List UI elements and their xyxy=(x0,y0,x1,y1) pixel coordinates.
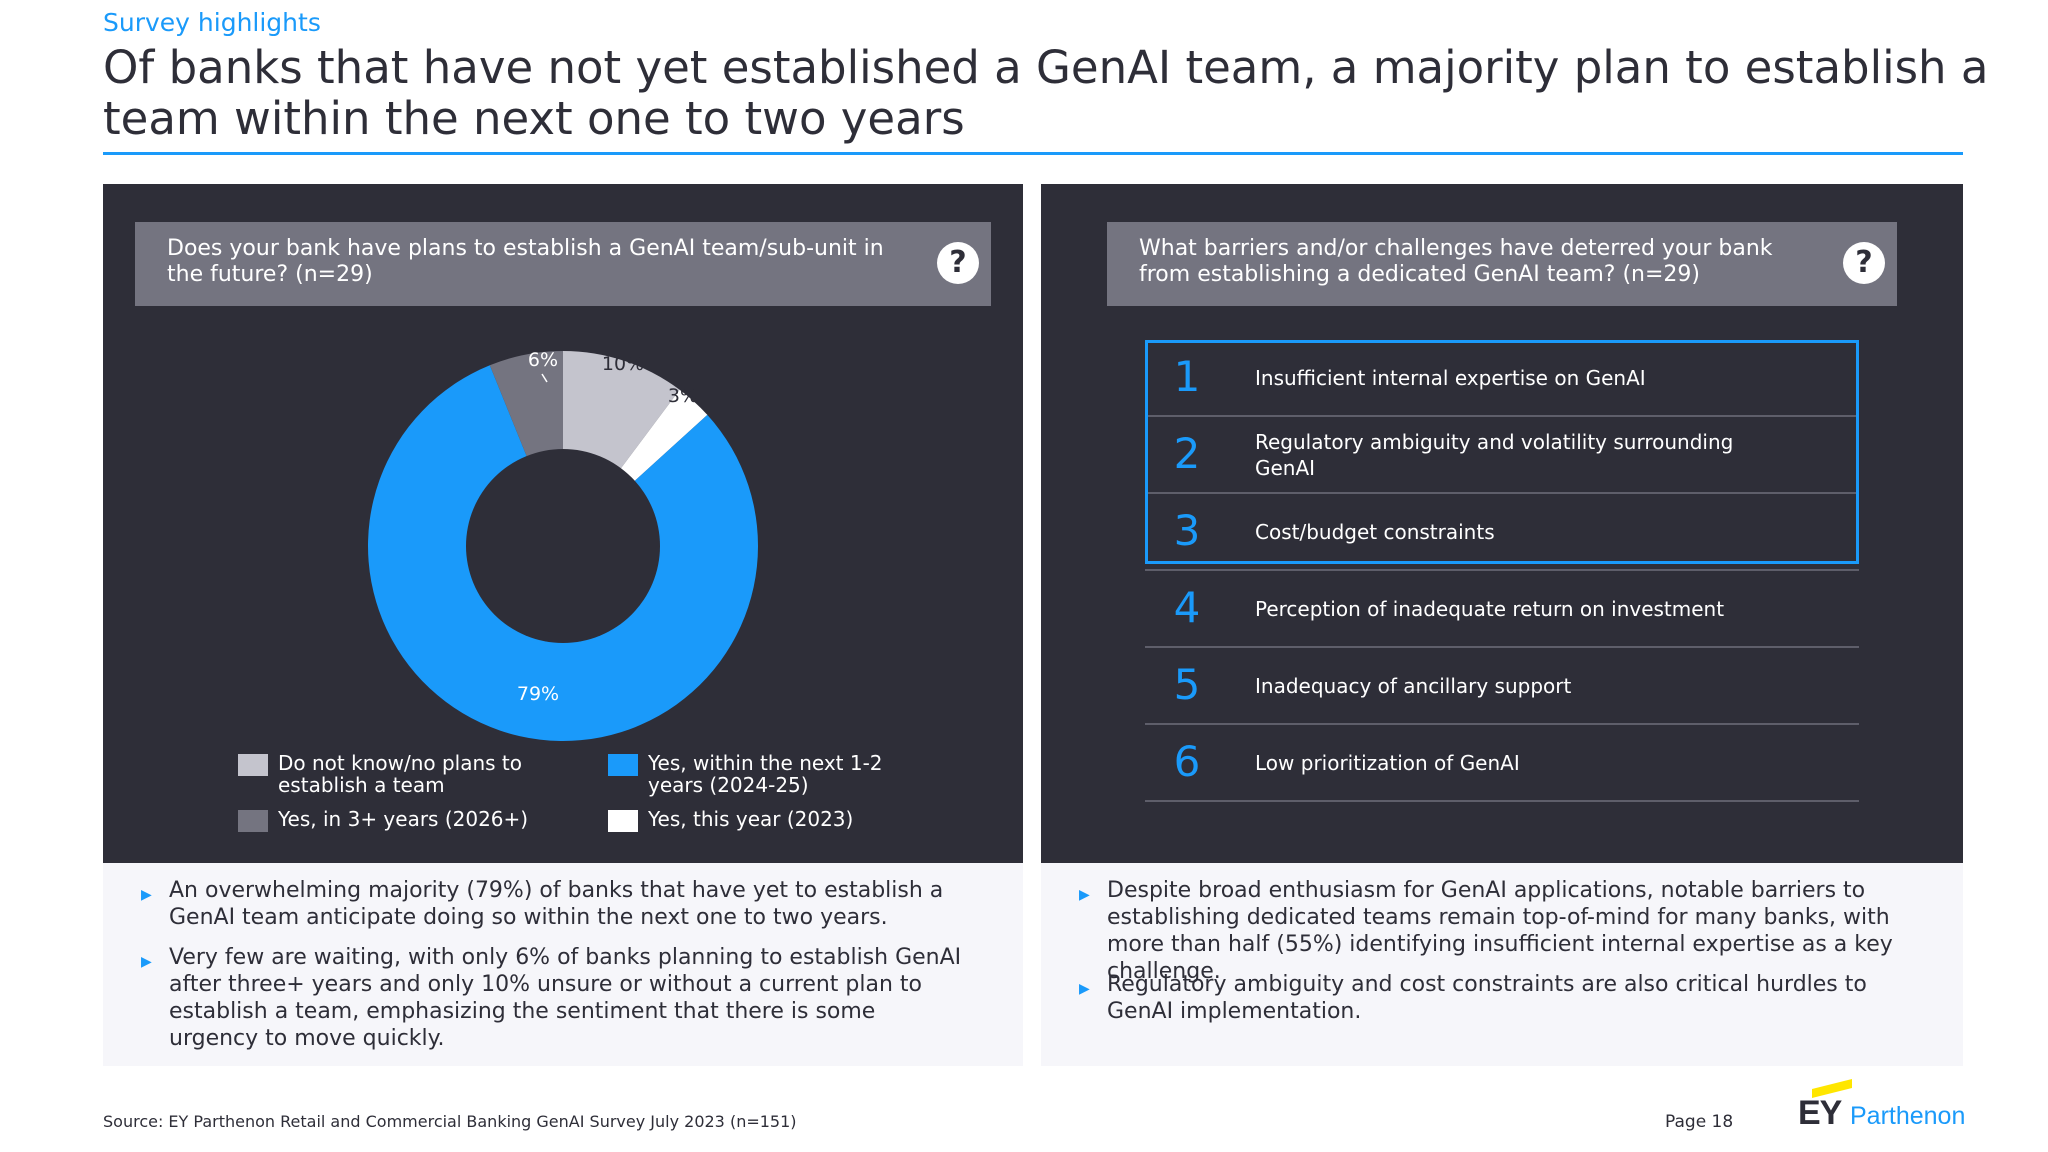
donut-data-label: 6% xyxy=(528,349,558,371)
help-icon[interactable]: ? xyxy=(937,242,979,284)
legend-label: Do not know/no plans to establish a team xyxy=(278,751,523,797)
kicker: Survey highlights xyxy=(103,8,321,37)
barrier-text: Regulatory ambiguity and volatility surr… xyxy=(1255,429,1734,480)
title-rule xyxy=(103,152,1963,155)
barrier-rank: 2 xyxy=(1173,429,1201,478)
legend-swatch xyxy=(238,754,268,776)
donut-leader-line xyxy=(541,373,548,383)
barrier-row: 6 Low prioritization of GenAI xyxy=(1145,725,1859,802)
help-icon[interactable]: ? xyxy=(1843,242,1885,284)
bullet-arrow-icon: ▶ xyxy=(1079,887,1090,903)
source-note: Source: EY Parthenon Retail and Commerci… xyxy=(103,1112,797,1131)
barrier-rank: 3 xyxy=(1173,506,1201,555)
left-question-text: Does your bank have plans to establish a… xyxy=(167,236,884,287)
barrier-row: 5 Inadequacy of ancillary support xyxy=(1145,648,1859,725)
bullet: ▶ An overwhelming majority (79%) of bank… xyxy=(141,877,969,931)
page-title: Of banks that have not yet established a… xyxy=(103,41,1989,145)
barrier-row: 1 Insufficient internal expertise on Gen… xyxy=(1145,340,1859,417)
barrier-text: Inadequacy of ancillary support xyxy=(1255,673,1572,698)
barrier-rank: 4 xyxy=(1173,583,1201,632)
left-panel: Does your bank have plans to establish a… xyxy=(103,184,1023,863)
legend-swatch xyxy=(608,754,638,776)
barrier-text: Perception of inadequate return on inves… xyxy=(1255,596,1725,621)
donut-data-label: 79% xyxy=(517,683,559,705)
donut-hole xyxy=(466,449,660,643)
donut-labels: 10% 3% 79% 6% xyxy=(517,349,698,705)
barrier-text: Low prioritization of GenAI xyxy=(1255,750,1520,775)
bullet: ▶ Despite broad enthusiasm for GenAI app… xyxy=(1079,877,1927,985)
barrier-rank: 6 xyxy=(1173,737,1201,786)
ey-parthenon-logo: EY Parthenon xyxy=(1798,1076,1968,1132)
right-notes: ▶ Despite broad enthusiasm for GenAI app… xyxy=(1041,863,1963,1066)
legend-label: Yes, this year (2023) xyxy=(648,807,854,831)
page-number: Page 18 xyxy=(1665,1112,1734,1132)
bullet-arrow-icon: ▶ xyxy=(141,954,152,970)
bullet-text: Despite broad enthusiasm for GenAI appli… xyxy=(1107,878,1893,984)
left-question-box: Does your bank have plans to establish a… xyxy=(135,222,991,306)
right-question-text: What barriers and/or challenges have det… xyxy=(1139,236,1773,287)
legend-swatch xyxy=(608,810,638,832)
logo-ey: EY xyxy=(1798,1094,1842,1132)
bullet-arrow-icon: ▶ xyxy=(1079,981,1090,997)
bullet: ▶ Regulatory ambiguity and cost constrai… xyxy=(1079,971,1927,1025)
bullet-text: Regulatory ambiguity and cost constraint… xyxy=(1107,972,1867,1024)
legend-label: Yes, within the next 1-2 years (2024-25) xyxy=(648,751,883,797)
bullet: ▶ Very few are waiting, with only 6% of … xyxy=(141,944,969,1052)
barrier-text: Cost/budget constraints xyxy=(1255,519,1495,544)
bullet-text: An overwhelming majority (79%) of banks … xyxy=(169,878,944,930)
donut-data-label: 10% xyxy=(602,353,644,375)
bullet-arrow-icon: ▶ xyxy=(141,887,152,903)
right-question-box: What barriers and/or challenges have det… xyxy=(1107,222,1897,306)
bullet-text: Very few are waiting, with only 6% of ba… xyxy=(169,945,962,1051)
right-panel: What barriers and/or challenges have det… xyxy=(1041,184,1963,863)
donut-data-label: 3% xyxy=(668,385,698,407)
legend-label: Yes, in 3+ years (2026+) xyxy=(278,807,529,831)
left-notes: ▶ An overwhelming majority (79%) of bank… xyxy=(103,863,1023,1066)
donut-chart: 10% 3% 79% 6% xyxy=(368,349,758,741)
barrier-row: 2 Regulatory ambiguity and volatility su… xyxy=(1145,417,1859,494)
barrier-rank: 5 xyxy=(1173,660,1201,709)
barrier-row: 3 Cost/budget constraints xyxy=(1145,494,1859,571)
barrier-text: Insufficient internal expertise on GenAI xyxy=(1255,365,1646,390)
barrier-list: 1 Insufficient internal expertise on Gen… xyxy=(1145,340,1859,802)
legend-swatch xyxy=(238,810,268,832)
logo-parthenon: Parthenon xyxy=(1850,1102,1966,1130)
barrier-rank: 1 xyxy=(1173,352,1201,401)
barrier-row: 4 Perception of inadequate return on inv… xyxy=(1145,571,1859,648)
